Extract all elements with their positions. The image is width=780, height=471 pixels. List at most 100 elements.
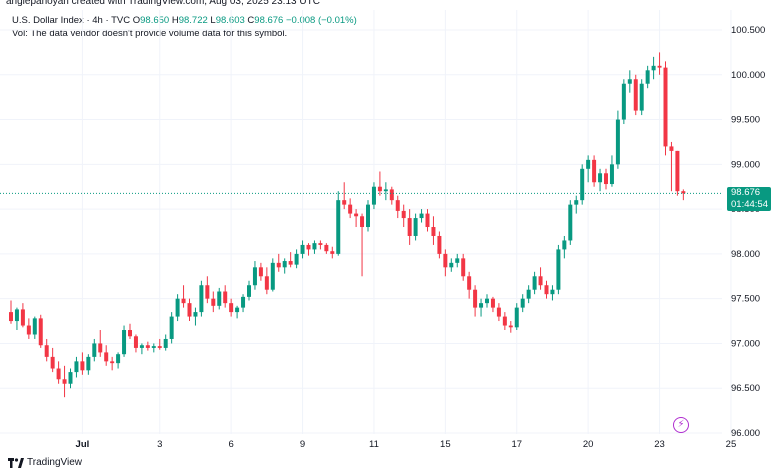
candle-body bbox=[669, 146, 674, 151]
candle-body bbox=[270, 262, 275, 290]
candle-body bbox=[187, 303, 192, 317]
candle-body bbox=[657, 65, 662, 68]
candle-body bbox=[205, 285, 210, 299]
chart-grid bbox=[0, 10, 732, 434]
candle-body bbox=[217, 291, 222, 306]
candle-body bbox=[514, 307, 519, 328]
candle-body bbox=[627, 79, 632, 84]
close-label: C bbox=[247, 15, 255, 26]
candle-body bbox=[110, 361, 115, 364]
time-tick-label: 6 bbox=[229, 439, 234, 450]
candle-body bbox=[9, 312, 13, 322]
candle-body bbox=[496, 307, 501, 317]
candle-body bbox=[550, 289, 555, 295]
candle-body bbox=[568, 204, 573, 241]
candle-body bbox=[502, 316, 507, 326]
candle-body bbox=[288, 261, 293, 265]
candle-body bbox=[383, 189, 388, 192]
candle-body bbox=[145, 345, 150, 348]
time-tick-label: 11 bbox=[369, 439, 379, 450]
candle-body bbox=[128, 330, 132, 337]
time-tick-label: 23 bbox=[654, 439, 665, 450]
candle-body bbox=[609, 164, 614, 185]
candle-body bbox=[252, 267, 257, 286]
candle-body bbox=[80, 361, 85, 371]
candle-body bbox=[473, 289, 478, 308]
candle-body bbox=[675, 150, 680, 192]
time-tick-label: Jul bbox=[76, 439, 90, 450]
time-tick-label: 20 bbox=[583, 439, 594, 450]
candle-body bbox=[377, 186, 382, 192]
candle-body bbox=[371, 186, 376, 205]
candle-body bbox=[366, 204, 370, 228]
candle-body bbox=[68, 372, 73, 384]
bar-countdown: 01:44:54 bbox=[731, 198, 768, 210]
price-tick-label: 100.500 bbox=[731, 25, 765, 36]
candle-body bbox=[431, 227, 436, 236]
candle-body bbox=[229, 303, 234, 313]
price-tick-label: 97.000 bbox=[731, 338, 760, 349]
high-value: 98.722 bbox=[178, 15, 208, 26]
candle-body bbox=[92, 343, 97, 357]
candle-body bbox=[116, 354, 121, 364]
price-tick-label: 97.500 bbox=[731, 294, 760, 305]
candle-body bbox=[56, 368, 61, 380]
close-value: 98.676 bbox=[254, 15, 284, 26]
candle-body bbox=[342, 200, 347, 205]
candle-body bbox=[419, 213, 424, 219]
candle-body bbox=[181, 298, 186, 304]
candle-body bbox=[413, 218, 418, 236]
candle-body bbox=[604, 173, 608, 185]
candle-body bbox=[520, 298, 525, 308]
last-price-value: 98.676 bbox=[731, 187, 761, 198]
candle-body bbox=[479, 303, 484, 308]
price-axis: 100.500100.00099.50099.00098.50098.00097… bbox=[731, 25, 765, 439]
candle-body bbox=[580, 168, 585, 201]
candle-body bbox=[538, 276, 543, 286]
candle-body bbox=[455, 258, 460, 263]
candle-body bbox=[163, 338, 168, 348]
candle-body bbox=[324, 244, 329, 252]
candle-body bbox=[437, 235, 442, 254]
candle-body bbox=[574, 200, 579, 205]
candle-body bbox=[300, 244, 305, 254]
candle-body bbox=[32, 318, 37, 335]
time-tick-label: 3 bbox=[157, 439, 162, 450]
candle-body bbox=[526, 289, 531, 299]
symbol-name[interactable]: U.S. Dollar Index · 4h · TVC bbox=[12, 15, 131, 26]
candle-body bbox=[354, 213, 359, 217]
candle-body bbox=[14, 309, 19, 322]
candle-body bbox=[157, 346, 162, 348]
candle-body bbox=[169, 316, 174, 339]
candle-body bbox=[681, 191, 686, 194]
candle-body bbox=[241, 296, 246, 308]
candle-body bbox=[62, 379, 67, 384]
candle-body bbox=[235, 307, 240, 313]
candle-body bbox=[104, 352, 109, 362]
time-tick-label: 15 bbox=[440, 439, 451, 450]
candle-body bbox=[50, 356, 55, 369]
candle-body bbox=[532, 276, 537, 290]
candle-body bbox=[586, 159, 591, 169]
candle-body bbox=[407, 218, 412, 236]
tradingview-brand: TradingView bbox=[27, 457, 83, 468]
candle-body bbox=[38, 318, 43, 346]
candle-body bbox=[44, 345, 49, 357]
candle-body bbox=[133, 336, 138, 348]
lightning-bolt-icon[interactable]: ⚡ bbox=[673, 417, 689, 433]
open-label: O bbox=[132, 15, 141, 26]
candle-body bbox=[598, 173, 603, 183]
candle-body bbox=[122, 330, 127, 355]
candle-body bbox=[485, 298, 489, 304]
tradingview-footer: TradingView bbox=[8, 457, 82, 468]
low-value: 98.603 bbox=[215, 15, 245, 26]
candle-body bbox=[621, 83, 626, 120]
price-tick-label: 99.500 bbox=[731, 115, 760, 126]
candle-body bbox=[330, 251, 335, 254]
candle-body bbox=[651, 65, 656, 71]
candle-body bbox=[615, 119, 620, 165]
candles bbox=[0, 52, 722, 398]
candle-body bbox=[508, 325, 513, 328]
high-label: H bbox=[171, 15, 179, 26]
